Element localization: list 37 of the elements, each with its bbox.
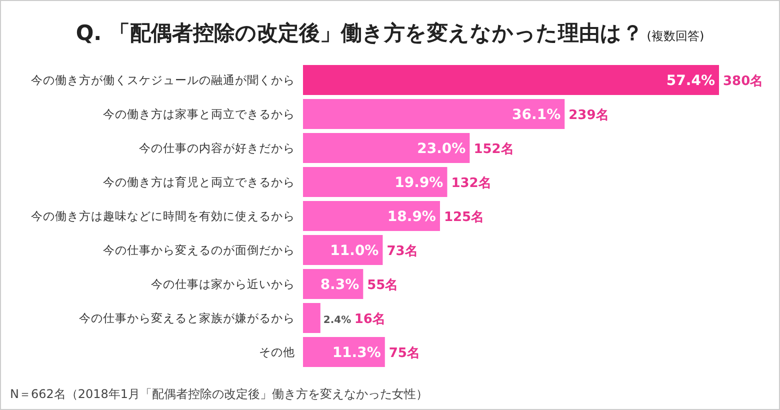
annotation: 55名 [367,278,398,293]
data-label: 2.4% [323,315,352,326]
y-tick-label: 今の仕事から変えると家族が嫌がるから [79,311,295,325]
data-label: 19.9% [394,175,444,191]
data-label: 36.1% [512,107,561,123]
bar [303,99,565,129]
y-tick-label: 今の仕事から変えるのが面倒だから [103,243,295,257]
y-tick-label: 今の仕事は家から近いから [151,277,295,291]
y-tick-label: 今の仕事の内容が好きだから [139,141,295,155]
bar [303,201,440,231]
data-label: 23.0% [417,141,466,157]
annotation: 16名 [354,312,386,327]
data-label: 8.3% [320,277,360,293]
y-tick-label: 今の働き方が働くスケジュールの融通が聞くから [31,73,295,87]
y-tick-label: 今の働き方は家事と両立できるから [103,107,295,121]
data-label: 57.4% [666,73,715,89]
bar [303,167,448,197]
annotation: 125名 [444,210,484,225]
y-tick-label: 今の働き方は育児と両立できるから [103,175,295,189]
bar [303,337,385,367]
text: N＝662名（2018年1月「配偶者控除の改定後」働き方を変えなかった女性） [10,387,428,401]
annotation: 75名 [388,346,420,361]
annotation: 239名 [568,108,609,123]
annotation: 152名 [474,142,514,157]
annotation: 380名 [723,74,764,89]
chart-subtitle: (複数回答) [642,29,704,43]
bar [303,133,470,163]
annotation: 73名 [386,244,418,259]
bar [303,65,719,95]
data-label: 11.0% [330,243,379,259]
data-label: 11.3% [332,345,381,361]
y-tick-label: 今の働き方は趣味などに時間を有効に使えるから [31,209,295,223]
data-label: 18.9% [387,209,436,225]
bar [303,303,320,333]
chart-title: Q. 「配偶者控除の改定後」働き方を変えなかった理由は？ [76,21,643,45]
annotation: 132名 [451,176,492,191]
y-tick-label: その他 [259,345,295,359]
